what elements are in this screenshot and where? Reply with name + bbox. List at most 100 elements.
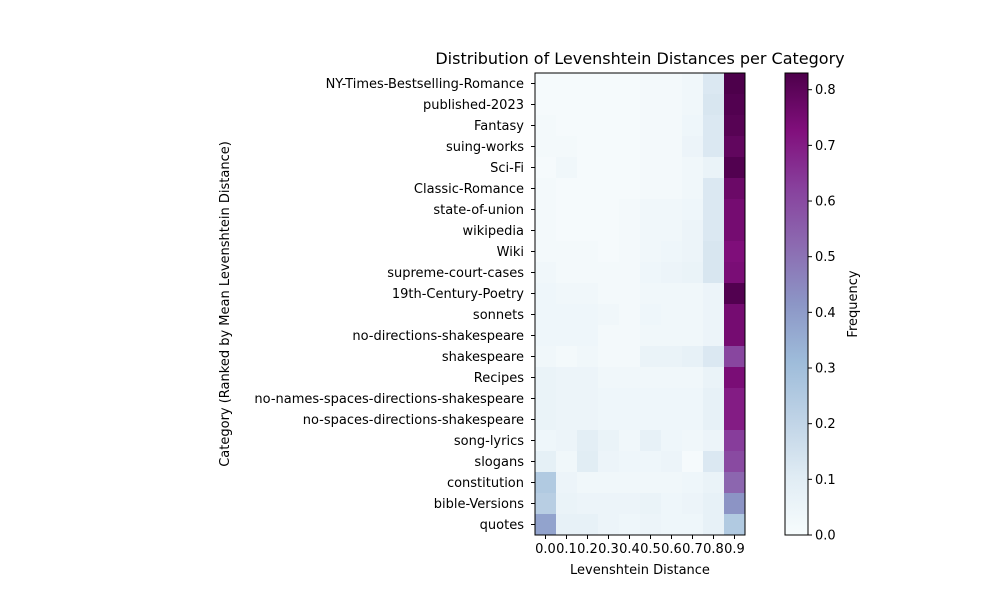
heatmap-cell xyxy=(598,451,620,473)
heatmap-cell xyxy=(577,472,599,494)
heatmap-cell xyxy=(556,220,578,242)
heatmap-cell xyxy=(598,493,620,515)
heatmap-cell xyxy=(703,73,725,95)
heatmap-cell xyxy=(682,199,704,221)
colorbar-tick-label: 0.3 xyxy=(815,362,836,377)
heatmap-cell xyxy=(703,325,725,347)
heatmap-cell xyxy=(556,451,578,473)
heatmap-cell xyxy=(724,451,746,473)
heatmap-cell xyxy=(535,493,557,515)
colorbar-tick-label: 0.4 xyxy=(815,306,836,321)
heatmap-cell xyxy=(703,241,725,263)
heatmap-cell xyxy=(724,73,746,95)
heatmap-cell xyxy=(640,157,662,179)
heatmap-cell xyxy=(703,493,725,515)
heatmap-cell xyxy=(640,409,662,431)
heatmap-cell xyxy=(661,388,683,410)
heatmap-cell xyxy=(703,346,725,368)
heatmap-cell xyxy=(661,367,683,389)
heatmap-cell xyxy=(535,94,557,116)
y-tick-label: supreme-court-cases xyxy=(387,266,524,281)
heatmap-cell xyxy=(661,94,683,116)
heatmap-cell xyxy=(619,73,641,95)
heatmap-cell xyxy=(535,409,557,431)
y-tick-label: Fantasy xyxy=(474,119,524,134)
y-tick-label: no-spaces-directions-shakespeare xyxy=(303,413,524,428)
heatmap-cell xyxy=(682,283,704,305)
y-tick-label: Classic-Romance xyxy=(414,182,524,197)
heatmap-cell xyxy=(535,262,557,284)
heatmap-cell xyxy=(640,73,662,95)
heatmap-cell xyxy=(535,325,557,347)
heatmap-cell xyxy=(577,409,599,431)
x-tick-label: 0.7 xyxy=(682,542,703,557)
heatmap-cell xyxy=(724,178,746,200)
heatmap-cell xyxy=(640,388,662,410)
heatmap-cell xyxy=(535,220,557,242)
heatmap-cell xyxy=(724,430,746,452)
x-tick-label: 0.6 xyxy=(661,542,682,557)
colorbar-tick-label: 0.0 xyxy=(815,529,836,544)
x-tick-label: 0.1 xyxy=(556,542,577,557)
heatmap-cell xyxy=(682,73,704,95)
heatmap-cell xyxy=(598,262,620,284)
heatmap-cell xyxy=(640,472,662,494)
heatmap-cell xyxy=(703,367,725,389)
heatmap-cell xyxy=(682,178,704,200)
heatmap-cell xyxy=(703,472,725,494)
heatmap-cell xyxy=(556,346,578,368)
heatmap-cell xyxy=(682,493,704,515)
heatmap-cell xyxy=(535,73,557,95)
heatmap-cell xyxy=(598,220,620,242)
heatmap-cell xyxy=(556,199,578,221)
y-tick-label: no-directions-shakespeare xyxy=(352,329,524,344)
colorbar-tick-label: 0.2 xyxy=(815,417,836,432)
heatmap-cell xyxy=(556,304,578,326)
heatmap-cell xyxy=(577,346,599,368)
heatmap-cell xyxy=(661,178,683,200)
heatmap-cell xyxy=(577,514,599,536)
heatmap-cell xyxy=(640,514,662,536)
y-tick-label: shakespeare xyxy=(442,350,524,365)
heatmap-cell xyxy=(535,388,557,410)
heatmap-cell xyxy=(556,409,578,431)
heatmap-cell xyxy=(577,115,599,137)
colorbar-tick-label: 0.7 xyxy=(815,139,836,154)
heatmap-cell xyxy=(682,514,704,536)
colorbar-label: Frequency xyxy=(846,270,861,337)
heatmap-cell xyxy=(724,388,746,410)
heatmap-cell xyxy=(724,304,746,326)
heatmap-cell xyxy=(619,115,641,137)
x-tick-label: 0.2 xyxy=(577,542,598,557)
heatmap-cell xyxy=(703,115,725,137)
colorbar-tick-label: 0.5 xyxy=(815,250,836,265)
heatmap-cell xyxy=(703,514,725,536)
heatmap-cell xyxy=(724,94,746,116)
heatmap-cell xyxy=(682,304,704,326)
heatmap-cell xyxy=(661,283,683,305)
heatmap-cell xyxy=(703,451,725,473)
x-axis-ticks: 0.0 0.1 0.2 0.3 0.4 0.5 0.6 0.7 0.8 0.9 xyxy=(535,535,745,557)
heatmap-cell xyxy=(640,493,662,515)
heatmap-cell xyxy=(619,94,641,116)
heatmap-cell xyxy=(640,367,662,389)
heatmap-cell xyxy=(556,241,578,263)
heatmap-cell xyxy=(598,346,620,368)
heatmap-cell xyxy=(682,262,704,284)
heatmap-cell xyxy=(577,94,599,116)
heatmap-cell xyxy=(682,430,704,452)
heatmap-cell xyxy=(556,493,578,515)
heatmap-cell xyxy=(577,367,599,389)
heatmap-cell xyxy=(661,325,683,347)
heatmap-cell xyxy=(703,430,725,452)
heatmap-cell xyxy=(577,451,599,473)
heatmap-cell xyxy=(640,220,662,242)
heatmap-cell xyxy=(535,115,557,137)
heatmap-cell xyxy=(661,514,683,536)
heatmap-cell xyxy=(619,262,641,284)
heatmap-cell xyxy=(535,178,557,200)
heatmap-cell xyxy=(703,283,725,305)
heatmap-cell xyxy=(703,220,725,242)
y-tick-label: Sci-Fi xyxy=(490,161,524,176)
